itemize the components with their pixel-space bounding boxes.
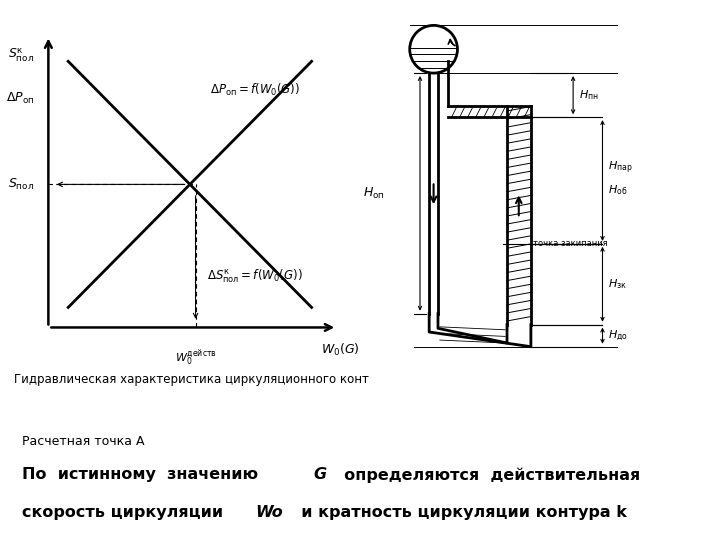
Text: $\Delta S^{\mathrm{к}}_{\mathrm{пол}} = f\left(W_0(G)\right)$: $\Delta S^{\mathrm{к}}_{\mathrm{пол}} = …	[207, 267, 303, 285]
Text: $H_{\mathrm{зк}}$: $H_{\mathrm{зк}}$	[608, 278, 627, 291]
Text: $\Delta P_{\mathrm{оп}} = f\left(W_0(G)\right)$: $\Delta P_{\mathrm{оп}} = f\left(W_0(G)\…	[210, 82, 300, 98]
Text: $W_0(G)$: $W_0(G)$	[320, 342, 359, 358]
Text: и кратность циркуляции контура k: и кратность циркуляции контура k	[290, 505, 627, 520]
Text: По  истинному  значению: По истинному значению	[22, 467, 269, 482]
Text: Wo: Wo	[256, 505, 284, 520]
Text: $S^{\mathrm{к}}_{\mathrm{пол}}$: $S^{\mathrm{к}}_{\mathrm{пол}}$	[9, 47, 35, 64]
Text: Гидравлическая характеристика циркуляционного конт: Гидравлическая характеристика циркуляцио…	[14, 373, 369, 386]
Text: $H_{\mathrm{до}}$: $H_{\mathrm{до}}$	[608, 328, 628, 343]
Text: $W_0^{\mathrm{действ}}$: $W_0^{\mathrm{действ}}$	[174, 348, 217, 368]
Text: определяются  действительная: определяются действительная	[333, 467, 641, 483]
Text: $H_{\mathrm{об}}$: $H_{\mathrm{об}}$	[608, 183, 628, 197]
Text: $H_{\mathrm{пн}}$: $H_{\mathrm{пн}}$	[579, 88, 598, 102]
Text: Расчетная точка А: Расчетная точка А	[22, 435, 144, 448]
Text: $H_{\mathrm{оп}}$: $H_{\mathrm{оп}}$	[364, 186, 385, 201]
Text: скорость циркуляции: скорость циркуляции	[22, 505, 234, 520]
Text: $\Delta P_{\mathrm{оп}}$: $\Delta P_{\mathrm{оп}}$	[6, 91, 35, 106]
Text: $H_{\mathrm{пар}}$: $H_{\mathrm{пар}}$	[608, 159, 633, 176]
Text: $S_{\mathrm{пол}}$: $S_{\mathrm{пол}}$	[9, 177, 35, 192]
Text: G: G	[313, 467, 326, 482]
Text: точка закипания: точка закипания	[533, 239, 608, 248]
